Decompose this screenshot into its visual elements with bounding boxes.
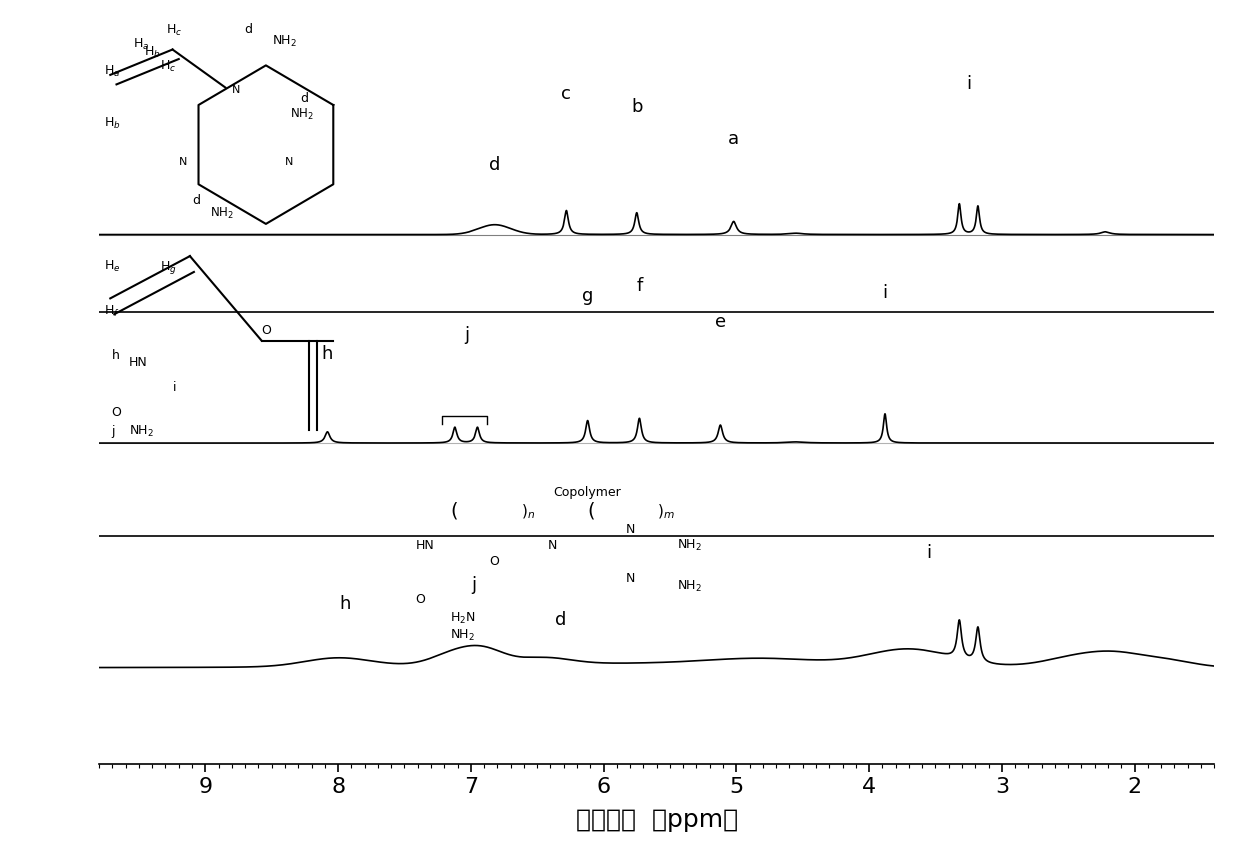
Text: e: e bbox=[715, 312, 726, 331]
X-axis label: 化学位移  （ppm）: 化学位移 （ppm） bbox=[576, 808, 737, 832]
Text: h: h bbox=[339, 595, 351, 613]
Text: i: i bbox=[882, 284, 887, 302]
Text: H$_b$: H$_b$ bbox=[144, 44, 160, 60]
Text: i: i bbox=[966, 76, 971, 94]
Text: NH$_2$: NH$_2$ bbox=[273, 34, 297, 49]
Text: f: f bbox=[637, 278, 643, 295]
Text: d: d bbox=[244, 23, 252, 36]
Text: g: g bbox=[582, 287, 593, 306]
Text: h: h bbox=[322, 345, 333, 363]
Text: b: b bbox=[631, 98, 643, 115]
Text: H$_a$: H$_a$ bbox=[133, 37, 149, 52]
Text: c: c bbox=[561, 85, 571, 103]
Text: d: d bbox=[555, 611, 566, 629]
Text: H$_c$: H$_c$ bbox=[166, 23, 182, 37]
Text: j: j bbox=[471, 575, 476, 594]
Text: i: i bbox=[927, 543, 932, 562]
Text: a: a bbox=[729, 130, 740, 148]
Text: j: j bbox=[465, 326, 470, 344]
Text: d: d bbox=[489, 155, 501, 174]
